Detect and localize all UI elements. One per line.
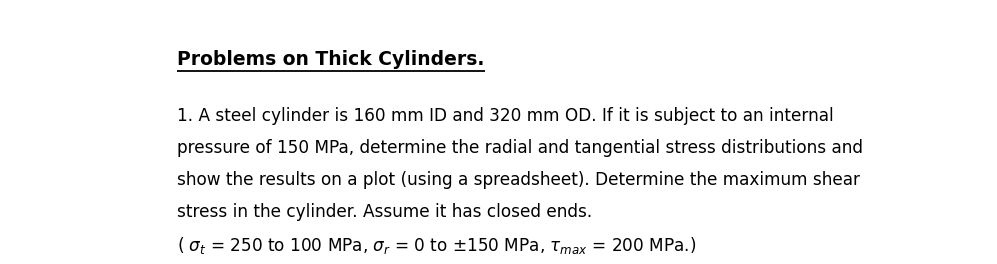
Text: 1. A steel cylinder is 160 mm ID and 320 mm OD. If it is subject to an internal: 1. A steel cylinder is 160 mm ID and 320… — [177, 107, 833, 125]
Text: pressure of 150 MPa, determine the radial and tangential stress distributions an: pressure of 150 MPa, determine the radia… — [177, 139, 863, 157]
Text: show the results on a plot (using a spreadsheet). Determine the maximum shear: show the results on a plot (using a spre… — [177, 171, 860, 189]
Text: Problems on Thick Cylinders.: Problems on Thick Cylinders. — [177, 50, 485, 69]
Text: ( $\sigma_t$ = 250 to 100 MPa, $\sigma_r$ = 0 to $\pm$150 MPa, $\tau_{max}$ = 20: ( $\sigma_t$ = 250 to 100 MPa, $\sigma_r… — [177, 235, 696, 256]
Text: stress in the cylinder. Assume it has closed ends.: stress in the cylinder. Assume it has cl… — [177, 203, 592, 221]
